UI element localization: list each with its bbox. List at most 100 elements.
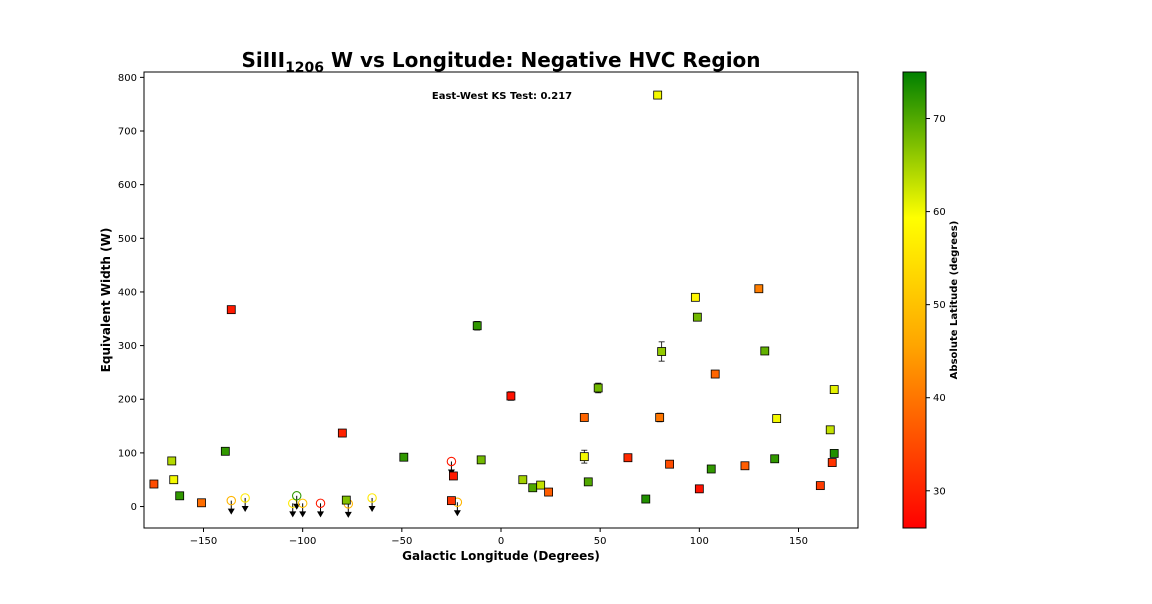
colorbar-tick-label: 50	[933, 300, 946, 311]
data-point-square	[448, 471, 458, 481]
data-point-square	[665, 459, 674, 469]
upper-limit-marker	[315, 498, 326, 518]
data-point	[653, 90, 663, 100]
data-point	[623, 453, 633, 463]
data-point-square	[536, 480, 546, 490]
data-point	[472, 321, 482, 331]
data-point	[772, 414, 782, 423]
data-point-square	[220, 446, 230, 456]
upper-limit-circle	[226, 495, 237, 506]
data-point	[528, 483, 538, 493]
y-tick-label: 800	[118, 73, 137, 84]
y-tick-label: 700	[118, 127, 137, 138]
data-point	[226, 305, 236, 315]
upper-limit-marker	[226, 495, 237, 515]
upper-limit-circle	[240, 493, 250, 503]
data-point	[579, 449, 589, 464]
upper-limit-arrow	[241, 505, 249, 512]
upper-limit-arrow	[289, 511, 297, 518]
data-point-square	[167, 456, 177, 466]
ks-test-annotation: East-West KS Test: 0.217	[432, 91, 572, 102]
data-point-square	[657, 347, 667, 356]
x-tick-label: 0	[498, 536, 504, 547]
colorbar-label: Absolute Latitude (degrees)	[949, 221, 960, 380]
data-point	[583, 477, 593, 487]
y-tick-label: 500	[118, 234, 137, 245]
data-point-square	[197, 498, 206, 508]
x-tick-label: −100	[289, 536, 316, 547]
data-point	[692, 312, 702, 322]
data-point-square	[692, 312, 702, 322]
data-point	[149, 479, 159, 489]
data-point-square	[740, 461, 750, 471]
data-point-square	[544, 487, 553, 497]
data-point	[544, 487, 553, 497]
plot-frame	[143, 71, 859, 529]
upper-limit-arrow	[368, 505, 376, 512]
x-tick-label: 50	[594, 536, 607, 547]
data-point	[706, 464, 716, 474]
data-point	[827, 458, 837, 467]
data-point-square	[706, 464, 716, 474]
data-point	[665, 459, 674, 469]
data-point-square	[472, 321, 482, 331]
colorbar-tick-label: 40	[933, 393, 946, 404]
colorbar: 30 40 50 60 70 Absolute Latitude (degrees)	[902, 71, 960, 529]
data-point-square	[583, 477, 593, 487]
data-point	[197, 498, 206, 508]
data-point-square	[399, 452, 409, 462]
data-point	[770, 454, 780, 464]
upper-limit-marker	[287, 498, 298, 518]
colorbar-tick-label: 70	[933, 114, 946, 125]
data-markers	[149, 90, 839, 518]
data-point	[167, 456, 177, 466]
data-point-square	[829, 449, 839, 458]
data-point	[655, 412, 665, 423]
data-point-square	[655, 413, 665, 422]
data-point-square	[694, 484, 704, 494]
data-point-square	[226, 305, 236, 315]
data-point	[399, 452, 409, 462]
upper-limit-arrow	[344, 511, 352, 518]
data-point-square	[149, 479, 159, 489]
data-point-square	[754, 284, 764, 294]
y-tick-label: 0	[131, 502, 137, 513]
data-point-square	[476, 455, 486, 465]
data-point	[760, 346, 770, 356]
upper-limit-arrow	[317, 511, 325, 518]
data-point	[690, 292, 700, 302]
upper-limit-circle	[446, 456, 457, 467]
data-point	[641, 494, 651, 504]
colorbar-ticks: 30 40 50 60 70	[926, 114, 946, 497]
upper-limit-circle	[315, 498, 326, 509]
y-tick-label: 300	[118, 341, 137, 352]
data-point-square	[829, 385, 839, 394]
upper-limit-arrow	[453, 510, 461, 517]
data-point	[506, 391, 516, 401]
data-point	[740, 461, 750, 471]
colorbar-gradient	[902, 71, 927, 529]
data-point	[694, 484, 704, 494]
upper-limit-circle	[367, 493, 377, 503]
data-point-square	[772, 414, 782, 423]
y-axis-label: Equivalent Width (W)	[99, 228, 113, 373]
data-point	[593, 382, 603, 394]
data-point-square	[579, 413, 589, 422]
data-point-square	[518, 475, 528, 485]
data-point	[536, 480, 546, 490]
upper-limit-arrow	[299, 511, 307, 518]
upper-limit-marker	[297, 498, 308, 518]
upper-limit-marker	[367, 493, 377, 512]
data-point	[518, 475, 528, 485]
data-point-square	[528, 483, 538, 493]
data-point-square	[506, 391, 516, 401]
data-point-square	[169, 475, 179, 485]
data-point	[169, 475, 179, 485]
data-point-square	[760, 346, 770, 356]
data-point-square	[653, 90, 663, 100]
y-tick-label: 100	[118, 448, 137, 459]
x-tick-label: −50	[391, 536, 412, 547]
x-axis: −150 −100 −50 0 50 100 150	[190, 528, 808, 547]
y-tick-label: 400	[118, 287, 137, 298]
data-point-square	[337, 428, 347, 438]
